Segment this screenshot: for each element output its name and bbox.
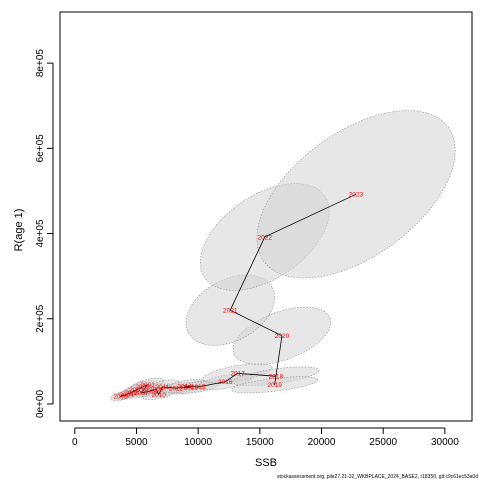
year-label-2020: 2020	[275, 333, 290, 340]
x-tick-label: 30000	[431, 437, 459, 448]
year-label-2003: 2003	[129, 387, 144, 394]
year-labels: 2005200420062003200220012007200820092010…	[113, 192, 363, 401]
x-axis: 0 5000 10000 15000 20000 25000 30000	[72, 427, 459, 448]
year-label-2021: 2021	[223, 308, 238, 315]
y-tick-label: 4e+05	[35, 219, 46, 248]
year-label-2010: 2010	[151, 392, 166, 399]
year-label-2006: 2006	[124, 390, 139, 397]
y-axis: 0e+00 2e+05 4e+05 6e+05 8e+05	[35, 49, 54, 419]
x-tick-label: 10000	[184, 437, 212, 448]
year-label-2009: 2009	[149, 386, 164, 393]
year-label-2014: 2014	[177, 383, 192, 390]
year-label-2015: 2015	[191, 384, 206, 391]
x-tick-label: 20000	[308, 437, 336, 448]
y-tick-label: 8e+05	[35, 49, 46, 78]
ellipse-2023	[256, 110, 456, 279]
year-label-2001: 2001	[140, 382, 155, 389]
year-label-2004: 2004	[119, 392, 134, 399]
footer-note: stockassessment.org, pile27.21-32_WKBPLA…	[277, 474, 478, 480]
year-label-2002: 2002	[135, 384, 150, 391]
series-line	[120, 193, 357, 397]
y-tick-label: 6e+05	[35, 134, 46, 163]
year-label-2023: 2023	[349, 192, 364, 199]
x-tick-label: 0	[72, 437, 78, 448]
year-label-2019: 2019	[267, 382, 282, 389]
x-tick-label: 15000	[246, 437, 274, 448]
year-label-2013: 2013	[184, 385, 199, 392]
y-axis-title: R(age 1)	[13, 209, 25, 252]
year-label-2022: 2022	[258, 234, 273, 241]
year-label-2018: 2018	[269, 374, 284, 381]
year-label-2008: 2008	[143, 388, 158, 395]
y-tick-label: 0e+00	[35, 390, 46, 419]
year-label-2007: 2007	[134, 390, 149, 397]
x-tick-label: 25000	[369, 437, 397, 448]
year-label-2017: 2017	[230, 371, 245, 378]
year-label-2011: 2011	[155, 384, 169, 391]
x-axis-title: SSB	[255, 457, 277, 469]
year-label-2012: 2012	[169, 385, 184, 392]
year-label-2005: 2005	[113, 394, 128, 401]
year-label-2016: 2016	[218, 379, 233, 386]
plot-frame	[59, 11, 473, 422]
y-tick-label: 2e+05	[35, 304, 46, 333]
confidence-ellipses	[110, 110, 456, 402]
x-tick-label: 5000	[125, 437, 148, 448]
trajectory-layer	[120, 193, 357, 397]
